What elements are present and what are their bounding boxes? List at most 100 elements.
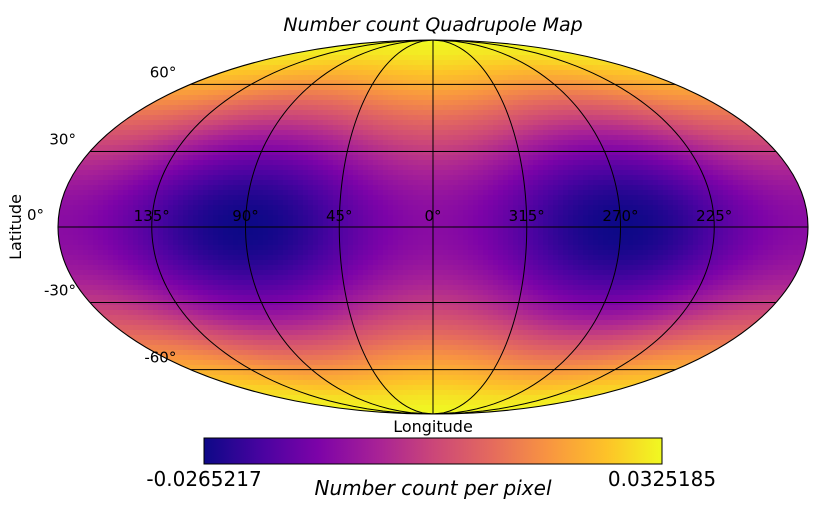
map-pixel (438, 150, 444, 156)
map-pixel (563, 60, 569, 66)
map-pixel (273, 170, 279, 176)
map-pixel (488, 140, 494, 146)
map-pixel (573, 110, 579, 116)
map-pixel (283, 205, 289, 211)
map-pixel (793, 165, 799, 171)
map-pixel (438, 65, 444, 71)
map-pixel (398, 115, 404, 121)
map-pixel (473, 140, 479, 146)
map-pixel (498, 100, 504, 106)
map-pixel (418, 110, 424, 116)
map-pixel (298, 90, 304, 96)
map-pixel (678, 200, 684, 206)
map-pixel (548, 170, 554, 176)
map-pixel (323, 70, 329, 76)
map-pixel (563, 75, 569, 81)
map-pixel (748, 170, 754, 176)
map-pixel (588, 75, 594, 81)
map-pixel (113, 135, 119, 141)
map-pixel (538, 70, 544, 76)
map-pixel (238, 80, 244, 86)
map-pixel (338, 100, 344, 106)
map-pixel (618, 160, 624, 166)
map-pixel (493, 90, 499, 96)
map-pixel (313, 50, 319, 56)
map-pixel (358, 200, 364, 206)
map-pixel (148, 155, 154, 161)
map-pixel (208, 95, 214, 101)
map-pixel (383, 215, 389, 221)
map-pixel (763, 210, 769, 216)
map-pixel (123, 110, 129, 116)
map-pixel (233, 85, 239, 91)
map-pixel (203, 185, 209, 191)
map-pixel (543, 70, 549, 76)
map-pixel (588, 100, 594, 106)
map-pixel (253, 85, 259, 91)
map-pixel (643, 195, 649, 201)
map-pixel (278, 215, 284, 221)
map-pixel (228, 130, 234, 136)
map-pixel (438, 140, 444, 146)
map-pixel (523, 185, 529, 191)
map-pixel (463, 185, 469, 191)
map-pixel (188, 220, 194, 226)
map-pixel (543, 230, 549, 236)
map-pixel (638, 150, 644, 156)
map-pixel (263, 100, 269, 106)
map-pixel (213, 230, 219, 236)
map-pixel (618, 190, 624, 196)
map-pixel (338, 200, 344, 206)
map-pixel (443, 50, 449, 56)
map-pixel (363, 145, 369, 151)
map-pixel (203, 230, 209, 236)
map-pixel (403, 65, 409, 71)
map-pixel (653, 130, 659, 136)
map-pixel (513, 90, 519, 96)
map-pixel (183, 170, 189, 176)
map-pixel (698, 110, 704, 116)
map-pixel (413, 60, 419, 66)
map-pixel (383, 135, 389, 141)
map-pixel (513, 185, 519, 191)
map-pixel (708, 100, 714, 106)
map-pixel (318, 95, 324, 101)
map-pixel (463, 205, 469, 211)
map-pixel (473, 235, 479, 241)
map-pixel (733, 160, 739, 166)
map-pixel (153, 145, 159, 151)
map-pixel (423, 185, 429, 191)
map-pixel (708, 160, 714, 166)
map-pixel (613, 110, 619, 116)
map-pixel (263, 195, 269, 201)
map-pixel (248, 145, 254, 151)
map-pixel (778, 225, 784, 231)
map-pixel (488, 65, 494, 71)
map-pixel (293, 135, 299, 141)
map-pixel (508, 165, 514, 171)
map-pixel (283, 210, 289, 216)
map-pixel (263, 105, 269, 111)
map-pixel (443, 120, 449, 126)
map-pixel (313, 205, 319, 211)
map-pixel (363, 135, 369, 141)
map-pixel (443, 195, 449, 201)
map-pixel (428, 110, 434, 116)
map-pixel (188, 165, 194, 171)
map-pixel (398, 230, 404, 236)
map-pixel (543, 115, 549, 121)
map-pixel (693, 160, 699, 166)
map-pixel (388, 45, 394, 51)
map-pixel (623, 125, 629, 131)
map-pixel (213, 75, 219, 81)
map-pixel (288, 110, 294, 116)
map-pixel (618, 70, 624, 76)
map-pixel (218, 155, 224, 161)
map-pixel (653, 100, 659, 106)
map-pixel (373, 75, 379, 81)
map-pixel (603, 55, 609, 61)
map-pixel (573, 100, 579, 106)
map-pixel (193, 100, 199, 106)
map-pixel (398, 70, 404, 76)
map-pixel (478, 75, 484, 81)
